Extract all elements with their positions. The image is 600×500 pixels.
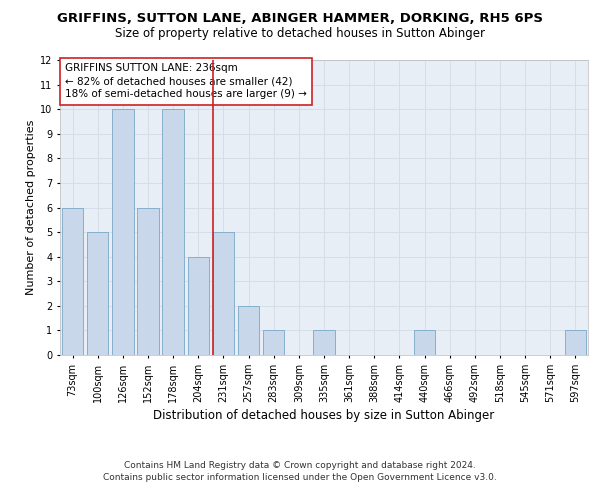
Bar	[213, 232, 234, 355]
Text: GRIFFINS SUTTON LANE: 236sqm
← 82% of detached houses are smaller (42)
18% of se: GRIFFINS SUTTON LANE: 236sqm ← 82% of de…	[65, 63, 307, 100]
Bar	[263, 330, 284, 355]
Bar	[112, 109, 134, 355]
Bar	[163, 109, 184, 355]
Bar	[62, 208, 83, 355]
Bar	[313, 330, 335, 355]
Bar	[238, 306, 259, 355]
Text: Size of property relative to detached houses in Sutton Abinger: Size of property relative to detached ho…	[115, 28, 485, 40]
Bar	[414, 330, 435, 355]
Bar	[565, 330, 586, 355]
Y-axis label: Number of detached properties: Number of detached properties	[26, 120, 36, 295]
Bar	[188, 256, 209, 355]
Text: Contains HM Land Registry data © Crown copyright and database right 2024.: Contains HM Land Registry data © Crown c…	[124, 461, 476, 470]
Text: Contains public sector information licensed under the Open Government Licence v3: Contains public sector information licen…	[103, 474, 497, 482]
Bar	[137, 208, 158, 355]
X-axis label: Distribution of detached houses by size in Sutton Abinger: Distribution of detached houses by size …	[154, 409, 494, 422]
Bar	[87, 232, 109, 355]
Text: GRIFFINS, SUTTON LANE, ABINGER HAMMER, DORKING, RH5 6PS: GRIFFINS, SUTTON LANE, ABINGER HAMMER, D…	[57, 12, 543, 26]
